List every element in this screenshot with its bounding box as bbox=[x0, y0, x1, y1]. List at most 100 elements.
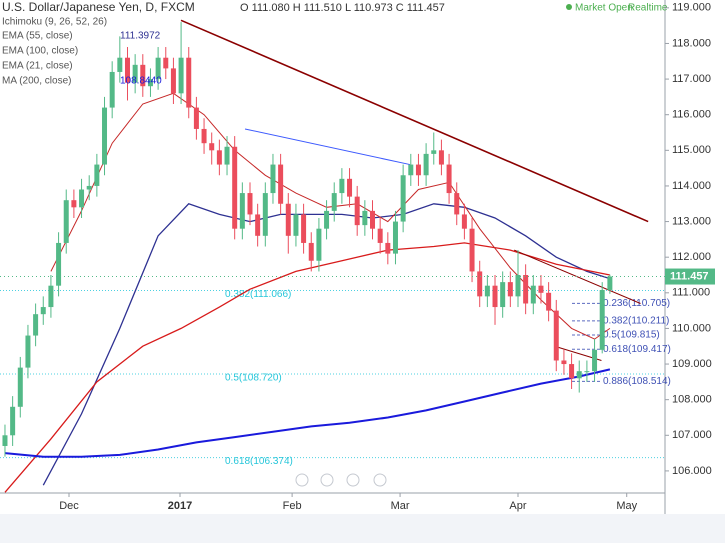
fib-level-label: 0.5(108.720) bbox=[225, 373, 282, 384]
candle-body bbox=[140, 64, 146, 87]
candle-body bbox=[446, 164, 452, 194]
candle-body bbox=[48, 285, 54, 308]
candle-body bbox=[576, 371, 582, 379]
x-tick-label: Apr bbox=[509, 500, 526, 512]
legend-entry: MA (200, close) bbox=[2, 76, 71, 87]
y-tick-label: 112.000 bbox=[672, 251, 711, 263]
candle-body bbox=[561, 360, 567, 365]
candle-body bbox=[331, 193, 337, 211]
footer-bar bbox=[0, 514, 725, 543]
candle-body bbox=[546, 292, 552, 311]
indicator-line bbox=[4, 368, 611, 458]
candle-body bbox=[33, 314, 39, 336]
y-tick-label: 115.000 bbox=[672, 144, 711, 156]
y-tick-label: 111.000 bbox=[672, 287, 710, 299]
candle-body bbox=[431, 150, 437, 154]
candle-body bbox=[553, 310, 559, 361]
candle-body bbox=[193, 107, 199, 129]
y-tick-label: 110.000 bbox=[672, 322, 711, 334]
reset-button[interactable] bbox=[346, 473, 360, 487]
candle-body bbox=[339, 178, 345, 194]
y-tick-label: 117.000 bbox=[672, 73, 711, 85]
candle-body bbox=[354, 196, 360, 226]
candle-body bbox=[484, 285, 490, 297]
y-tick-label: 114.000 bbox=[672, 180, 711, 192]
candle-body bbox=[438, 150, 444, 165]
candle-body bbox=[477, 271, 483, 297]
candle-body bbox=[530, 285, 536, 304]
candle-body bbox=[301, 214, 307, 243]
candle-body bbox=[155, 57, 161, 80]
y-tick-label: 113.000 bbox=[672, 215, 711, 227]
y-tick-label: 108.000 bbox=[672, 394, 712, 406]
candle-body bbox=[147, 79, 153, 87]
legend-entry: EMA (100, close) bbox=[2, 46, 78, 57]
zoom-out-button[interactable] bbox=[295, 473, 309, 487]
candle-body bbox=[316, 228, 322, 261]
status-dot bbox=[566, 4, 572, 10]
fib-level-label: 0.382(111.066) bbox=[225, 289, 291, 300]
candle-body bbox=[500, 282, 506, 308]
candle-body bbox=[308, 242, 314, 261]
scroll-button[interactable] bbox=[373, 473, 387, 487]
candle-body bbox=[124, 57, 130, 83]
candle-body bbox=[392, 221, 398, 254]
candle-body bbox=[178, 57, 184, 94]
candle-body bbox=[324, 210, 330, 229]
candle-body bbox=[232, 146, 238, 229]
candle-body bbox=[163, 57, 169, 69]
candle-body bbox=[469, 228, 475, 272]
candle-body bbox=[584, 371, 590, 373]
candle-body bbox=[461, 214, 467, 229]
x-tick-label: Mar bbox=[391, 500, 410, 512]
legend-value: 108.8440 bbox=[120, 76, 162, 87]
candle-body bbox=[239, 193, 245, 229]
y-tick-label: 107.000 bbox=[672, 429, 712, 441]
candle-body bbox=[25, 335, 31, 368]
candle-body bbox=[255, 214, 261, 236]
candle-body bbox=[370, 210, 376, 229]
candle-body bbox=[400, 175, 406, 222]
candle-body bbox=[71, 200, 77, 208]
candle-body bbox=[270, 164, 276, 194]
zoom-in-button[interactable] bbox=[320, 473, 334, 487]
candle-body bbox=[377, 228, 383, 243]
fib-level-label: 0.236(110.705) bbox=[603, 298, 670, 309]
fib-level-label: 0.382(110.211) bbox=[603, 316, 669, 327]
candle-body bbox=[186, 57, 192, 108]
candle-body bbox=[262, 193, 268, 236]
fib-level-label: 0.886(108.514) bbox=[603, 376, 671, 387]
fib-level-label: 0.5(109.815) bbox=[603, 330, 660, 341]
candle-body bbox=[523, 274, 529, 304]
legend-header: Ichimoku (9, 26, 52, 26) bbox=[2, 17, 107, 28]
candle-body bbox=[94, 164, 100, 186]
candle-body bbox=[408, 164, 414, 176]
legend-value: 111.3972 bbox=[120, 31, 161, 42]
candle-body bbox=[79, 189, 85, 208]
trendline bbox=[513, 249, 641, 304]
candle-body bbox=[170, 68, 176, 94]
ohlc-readout: O 111.080 H 111.510 L 110.973 C 111.457 bbox=[240, 2, 445, 14]
last-price-box bbox=[665, 268, 715, 285]
candle-body bbox=[109, 71, 115, 108]
candle-body bbox=[607, 276, 613, 290]
candle-body bbox=[224, 146, 230, 165]
candle-body bbox=[2, 435, 8, 446]
candle-body bbox=[209, 143, 215, 151]
candle-body bbox=[278, 164, 284, 204]
candle-body bbox=[385, 242, 391, 254]
candle-body bbox=[538, 285, 544, 293]
indicator-line bbox=[50, 92, 611, 340]
candle-body bbox=[599, 289, 605, 350]
x-tick-label: Feb bbox=[283, 500, 302, 512]
candle-body bbox=[86, 185, 92, 190]
candle-body bbox=[569, 364, 575, 379]
market-status: Market Open bbox=[575, 3, 633, 14]
candle-body bbox=[216, 150, 222, 165]
candle-body bbox=[362, 210, 368, 226]
candle-body bbox=[132, 64, 138, 83]
y-tick-label: 119.000 bbox=[672, 2, 711, 14]
candle-body bbox=[17, 367, 23, 407]
toolbar bbox=[295, 473, 387, 487]
